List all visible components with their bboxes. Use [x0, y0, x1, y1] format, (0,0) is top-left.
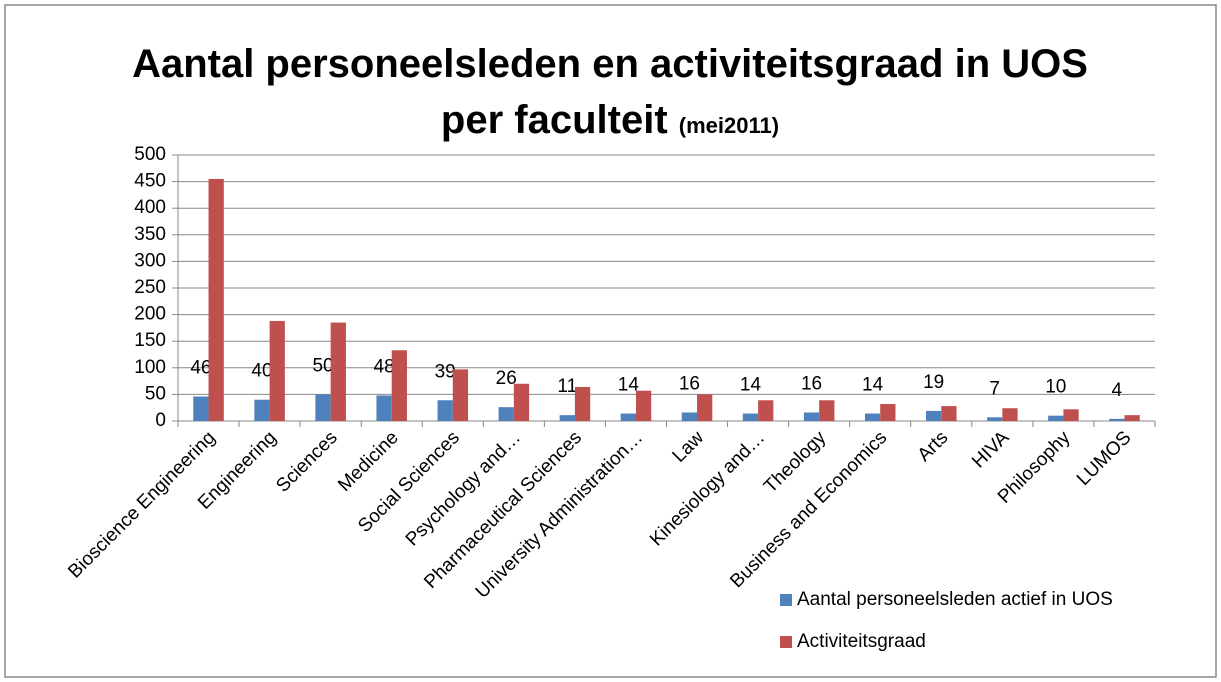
bar [803, 412, 820, 421]
chart-title: Aantal personeelsleden en activiteitsgra… [132, 42, 1088, 142]
bar [742, 413, 759, 421]
bar [819, 400, 835, 421]
data-label: 10 [1045, 377, 1066, 398]
data-label: 19 [923, 372, 944, 393]
y-tick-label: 350 [134, 224, 166, 245]
bar [864, 413, 881, 421]
bar [437, 400, 453, 421]
bar [193, 396, 209, 421]
y-tick-label: 0 [155, 410, 166, 431]
data-label: 16 [679, 374, 700, 395]
bar [1063, 409, 1079, 421]
bar [758, 400, 774, 421]
y-tick-label: 400 [134, 197, 166, 218]
bar [1109, 418, 1125, 421]
legend-label: Activiteitsgraad [797, 631, 926, 652]
data-label: 48 [374, 356, 395, 377]
data-label: 11 [557, 376, 577, 397]
bar [208, 178, 224, 421]
bar [620, 413, 636, 421]
y-tick-label: 500 [134, 144, 166, 165]
y-tick-label: 150 [134, 330, 166, 351]
bar [987, 417, 1003, 421]
data-label: 40 [251, 361, 272, 382]
bar [376, 395, 392, 421]
data-label: 14 [618, 375, 640, 396]
data-label: 14 [740, 375, 762, 396]
legend-swatch [780, 636, 792, 648]
bar [315, 394, 331, 421]
bar [697, 394, 713, 421]
bar [926, 410, 942, 421]
bar [880, 403, 896, 421]
bar [391, 350, 407, 421]
y-tick-label: 250 [134, 277, 166, 298]
bar [513, 383, 530, 421]
data-label: 39 [435, 361, 456, 382]
bar [1124, 415, 1140, 421]
bar [1048, 415, 1064, 421]
data-label: 4 [1112, 380, 1123, 401]
y-tick-label: 100 [134, 357, 166, 378]
bar [681, 412, 698, 421]
data-label: 7 [989, 378, 1000, 399]
bar [1002, 408, 1018, 421]
y-tick-label: 50 [145, 383, 166, 404]
title-block: Aantal personeelsleden en activiteitsgra… [110, 36, 1110, 154]
legend-swatch [780, 594, 792, 606]
chart-subtitle: (mei2011) [678, 113, 780, 138]
legend-label: Aantal personeelsleden actief in UOS [797, 589, 1113, 610]
data-label: 26 [496, 368, 517, 389]
bar [574, 386, 591, 421]
data-label: 16 [801, 374, 822, 395]
bar [498, 407, 514, 421]
y-tick-label: 300 [134, 250, 166, 271]
data-label: 50 [312, 355, 333, 376]
bar [254, 399, 270, 421]
bar [941, 406, 957, 421]
bar [452, 369, 469, 421]
bar [559, 415, 575, 421]
data-label: 14 [862, 375, 884, 396]
bar [269, 320, 285, 421]
y-tick-label: 200 [134, 304, 166, 325]
y-tick-label: 450 [134, 171, 166, 192]
data-label: 46 [190, 358, 211, 379]
bar [635, 390, 652, 421]
bar [330, 322, 346, 421]
